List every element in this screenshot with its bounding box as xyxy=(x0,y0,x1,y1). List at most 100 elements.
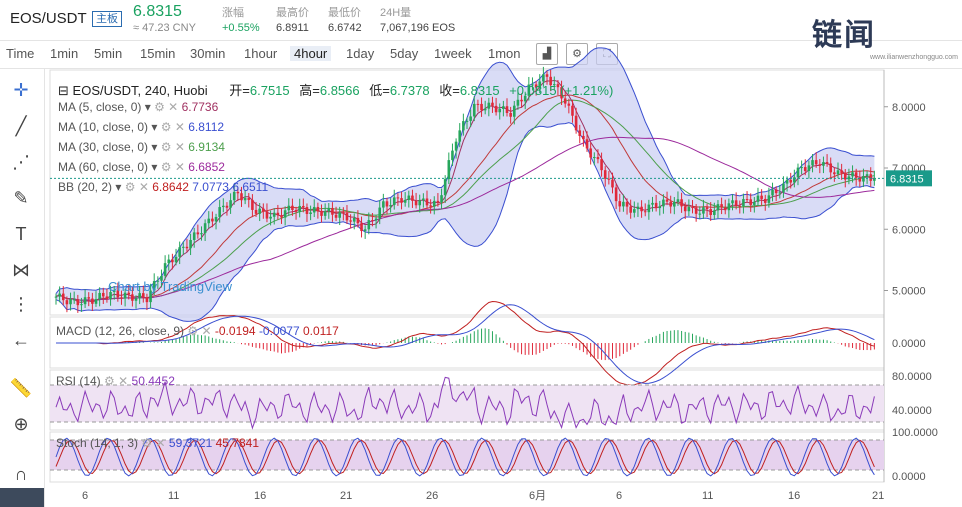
candle-body xyxy=(305,207,309,215)
candle-body xyxy=(312,206,316,213)
pattern-icon[interactable]: ⋈ xyxy=(12,260,30,280)
ruler-icon[interactable]: 📏 xyxy=(9,378,33,398)
text-icon[interactable]: T xyxy=(15,224,27,244)
candle-body xyxy=(847,176,851,180)
candle-body xyxy=(563,98,567,104)
candle-body xyxy=(247,198,251,200)
candle-body xyxy=(865,174,869,176)
candle-body xyxy=(487,102,491,109)
x-axis-label: 21 xyxy=(340,490,352,502)
trend-line-icon[interactable]: ╱ xyxy=(15,116,27,136)
magnet-icon[interactable]: ∩ xyxy=(14,464,28,484)
close-label: 收= xyxy=(439,83,460,98)
stoch-legend[interactable]: Stoch (14, 1, 3) ⚙ ✕ 59.3721 45.7841 xyxy=(56,436,260,450)
interval-1mon[interactable]: 1mon xyxy=(488,46,521,61)
collapse-toolbar-button[interactable] xyxy=(0,488,44,507)
x-axis-label: 6月 xyxy=(529,490,546,502)
interval-4hour[interactable]: 4hour xyxy=(290,46,332,61)
candle-body xyxy=(91,298,94,304)
candle-body xyxy=(414,200,418,206)
candle-body xyxy=(753,201,756,205)
indicator-name: MA (30, close, 0) xyxy=(58,140,149,154)
interval-time[interactable]: Time xyxy=(6,46,35,61)
candle-body xyxy=(734,200,738,206)
stoch-k-value: 59.3721 xyxy=(168,436,213,450)
candle-body xyxy=(778,192,782,194)
interval-1week[interactable]: 1week xyxy=(434,46,472,61)
interval-1day[interactable]: 1day xyxy=(346,46,375,61)
candle-body xyxy=(756,195,760,202)
rsi-legend[interactable]: RSI (14) ⚙ ✕ 50.4452 xyxy=(56,374,175,388)
indicator-ma30[interactable]: MA (30, close, 0) ▾ ⚙ ✕ 6.9134 xyxy=(58,140,225,154)
candle-body xyxy=(80,304,83,306)
indicator-name: MA (5, close, 0) xyxy=(58,100,142,114)
zoom-icon[interactable]: ⊕ xyxy=(13,414,29,434)
x-axis-label: 6 xyxy=(82,490,88,502)
site-watermark-url: www.ilianwenzhongguo.com xyxy=(870,54,958,61)
macd-title: MACD (12, 26, close, 9) xyxy=(56,324,185,338)
candle-body xyxy=(593,157,596,159)
indicator-ma10[interactable]: MA (10, close, 0) ▾ ⚙ ✕ 6.8112 xyxy=(58,120,225,134)
interval-1min[interactable]: 1min xyxy=(50,46,79,61)
crosshair-icon[interactable]: ✛ xyxy=(13,80,29,100)
ohlc-high: 6.8566 xyxy=(319,83,360,98)
candle-body xyxy=(483,108,487,111)
candle-body xyxy=(280,215,283,218)
candle-body xyxy=(145,297,149,303)
candle-body xyxy=(432,200,436,207)
candle-body xyxy=(291,205,294,211)
macd-value: -0.0194 xyxy=(214,324,256,338)
candle-body xyxy=(258,208,261,214)
candle-body xyxy=(338,212,341,218)
candle-body xyxy=(83,297,87,305)
stat-value: 7,067,196 EOS xyxy=(380,22,456,34)
candle-body xyxy=(465,120,469,122)
candle-body xyxy=(760,195,763,199)
open-label: 开= xyxy=(229,83,250,98)
header-bar: EOS/USDT 主板 6.8315 ≈ 47.23 CNY 涨幅 +0.55%… xyxy=(0,0,962,52)
candle-body xyxy=(138,293,141,299)
candle-body xyxy=(727,203,731,211)
fib-icon[interactable]: ⋰ xyxy=(12,152,30,172)
candle-body xyxy=(232,191,236,201)
candle-body xyxy=(523,95,527,102)
indicator-bb[interactable]: BB (20, 2) ▾ ⚙ ✕ 6.8642 7.0773 6.6511 xyxy=(58,180,269,194)
ma60-line xyxy=(55,136,875,301)
interval-5day[interactable]: 5day xyxy=(390,46,419,61)
candle-body xyxy=(141,293,145,298)
cny-price: ≈ 47.23 CNY xyxy=(133,22,196,34)
candle-body xyxy=(796,167,800,178)
candle-body xyxy=(622,201,625,207)
candle-body xyxy=(443,179,447,196)
candle-body xyxy=(207,218,211,224)
candle-body xyxy=(120,297,123,299)
candle-body xyxy=(658,206,662,209)
candle-body xyxy=(331,207,334,215)
measure-icon[interactable]: ⋮ xyxy=(12,294,30,314)
candle-body xyxy=(534,84,538,88)
macd-legend[interactable]: MACD (12, 26, close, 9) ⚙ ✕ -0.0194 -0.0… xyxy=(56,324,339,338)
candle-body xyxy=(763,198,767,203)
market-badge[interactable]: 主板 xyxy=(92,11,122,27)
candle-body xyxy=(429,205,432,207)
candle-body xyxy=(163,263,167,276)
indicator-ma60[interactable]: MA (60, close, 0) ▾ ⚙ ✕ 6.6852 xyxy=(58,160,225,174)
interval-5min[interactable]: 5min xyxy=(94,46,123,61)
candle-body xyxy=(654,202,658,209)
chart-type-icon[interactable]: ▟ xyxy=(536,43,558,65)
interval-1hour[interactable]: 1hour xyxy=(244,46,278,61)
interval-15min[interactable]: 15min xyxy=(140,46,176,61)
candle-body xyxy=(509,112,512,117)
candle-body xyxy=(498,108,502,113)
candle-body xyxy=(105,296,109,299)
indicator-name: MA (60, close, 0) xyxy=(58,160,149,174)
indicator-ma5[interactable]: MA (5, close, 0) ▾ ⚙ ✕ 6.7736 xyxy=(58,100,219,114)
candle-body xyxy=(240,193,243,201)
candle-body xyxy=(367,220,371,230)
brush-icon[interactable]: ✎ xyxy=(13,188,29,208)
candle-body xyxy=(185,246,189,249)
back-arrow-icon[interactable]: ← xyxy=(12,330,30,350)
interval-30min[interactable]: 30min xyxy=(190,46,226,61)
collapse-icon[interactable]: ⊟ xyxy=(58,83,69,98)
